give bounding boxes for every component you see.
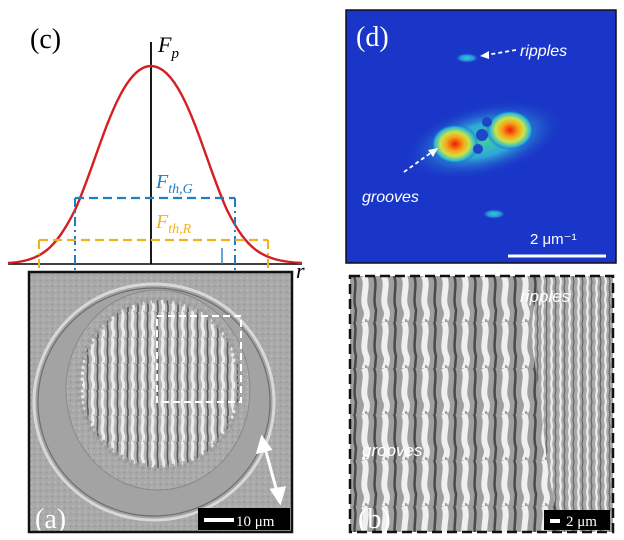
panel-d-fft-image: (d) ripples grooves 2 μm⁻¹: [346, 10, 616, 263]
crater-grooves: [80, 300, 240, 468]
panel-a-sem-image: (a) 10 μm: [29, 272, 292, 535]
fft-center-dot: [476, 129, 488, 141]
panel-a-label: (a): [35, 504, 66, 535]
x-axis-label: r: [296, 258, 305, 283]
y-axis-label: Fp: [157, 32, 179, 62]
ripples-label-d: ripples: [520, 43, 567, 60]
grooves-label-d: grooves: [362, 189, 419, 206]
panel-c-label: (c): [30, 24, 61, 55]
scalebar-b-text: 2 μm: [566, 514, 597, 530]
fft-spot-right: [486, 110, 534, 150]
scalebar-a-text: 10 μm: [236, 514, 275, 530]
fft-ripple-spot-top: [455, 53, 479, 63]
gaussian-curve: [8, 66, 302, 263]
grooves-label-b: grooves: [362, 441, 423, 460]
panel-b-label: (b): [358, 504, 391, 535]
fft-dot-1: [473, 144, 483, 154]
panel-b-sem-zoom: (b) ripples grooves 2 μm: [350, 276, 613, 535]
threshold-r-label: Fth,R: [155, 211, 192, 237]
fft-ripple-spot-bottom: [482, 209, 506, 219]
fft-spot-left: [431, 124, 479, 164]
scalebar-d-text: 2 μm⁻¹: [530, 231, 577, 248]
threshold-g-label: Fth,G: [155, 171, 193, 197]
ripples-label-b: ripples: [520, 287, 571, 306]
fft-dot-2: [482, 117, 492, 127]
panel-d-label: (d): [356, 22, 389, 53]
